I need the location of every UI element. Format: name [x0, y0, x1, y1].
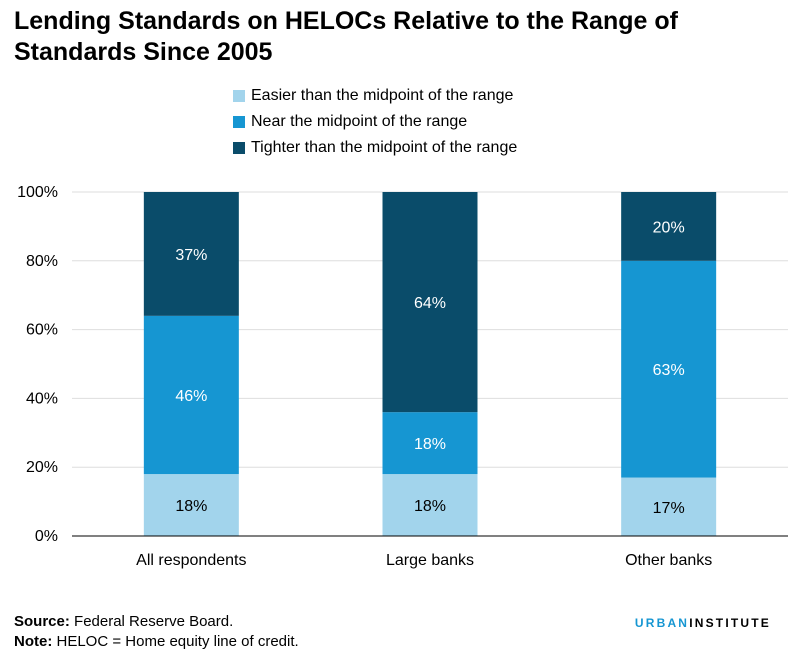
stacked-bar-chart: 0% 20% 40% 60% 80% 100% 18% 46% 37% All responden… [17, 184, 788, 569]
y-tick-label: 100% [17, 184, 58, 201]
chart-legend: Easier than the midpoint of the range Ne… [233, 83, 517, 161]
data-label: 46% [175, 388, 207, 405]
source-label: Source: [14, 613, 70, 630]
note-line: Note: HELOC = Home equity line of credit… [14, 632, 299, 652]
data-label: 18% [414, 498, 446, 515]
data-label: 37% [175, 247, 207, 264]
brand-part1: URBAN [634, 616, 690, 630]
legend-item-easier: Easier than the midpoint of the range [233, 83, 517, 109]
y-tick-label: 40% [26, 390, 58, 407]
legend-swatch-near [233, 116, 245, 128]
y-tick-label: 0% [35, 528, 58, 545]
bar-segment [621, 477, 717, 536]
data-label: 18% [414, 436, 446, 453]
data-label: 63% [653, 362, 685, 379]
legend-item-near: Near the midpoint of the range [233, 109, 517, 135]
x-tick-label: All respondents [136, 552, 246, 569]
urban-institute-logo: URBANINSTITUTE [635, 616, 771, 630]
legend-item-tighter: Tighter than the midpoint of the range [233, 135, 517, 161]
data-label: 17% [653, 500, 685, 517]
source-text: Federal Reserve Board. [69, 613, 234, 630]
bar-segment [143, 315, 239, 475]
legend-swatch-tighter [233, 142, 245, 154]
legend-label-tighter: Tighter than the midpoint of the range [251, 139, 518, 156]
note-label: Note: [14, 633, 53, 650]
data-label: 64% [414, 295, 446, 312]
data-label: 18% [175, 498, 207, 515]
bar-segment [382, 192, 478, 413]
bar-segment [382, 474, 478, 536]
bar-segment [382, 412, 478, 475]
legend-label-easier: Easier than the midpoint of the range [251, 87, 514, 104]
legend-swatch-easier [233, 90, 245, 102]
x-tick-label: Large banks [386, 552, 474, 569]
legend-label-near: Near the midpoint of the range [251, 113, 468, 130]
y-tick-label: 60% [26, 322, 58, 339]
brand-part2: INSTITUTE [689, 616, 771, 630]
bar-segment [621, 192, 717, 261]
x-tick-label: Other banks [625, 552, 712, 569]
source-line: Source: Federal Reserve Board. [14, 612, 299, 632]
data-label: 20% [653, 219, 685, 236]
y-tick-label: 80% [26, 253, 58, 270]
y-tick-label: 20% [26, 459, 58, 476]
note-text: HELOC = Home equity line of credit. [52, 633, 299, 650]
bar-segment [143, 192, 239, 316]
chart-title: Lending Standards on HELOCs Relative to … [14, 7, 678, 66]
chart-footer: Source: Federal Reserve Board. Note: HEL… [14, 612, 299, 652]
bar-segment [143, 474, 239, 536]
bar-segment [621, 260, 717, 478]
